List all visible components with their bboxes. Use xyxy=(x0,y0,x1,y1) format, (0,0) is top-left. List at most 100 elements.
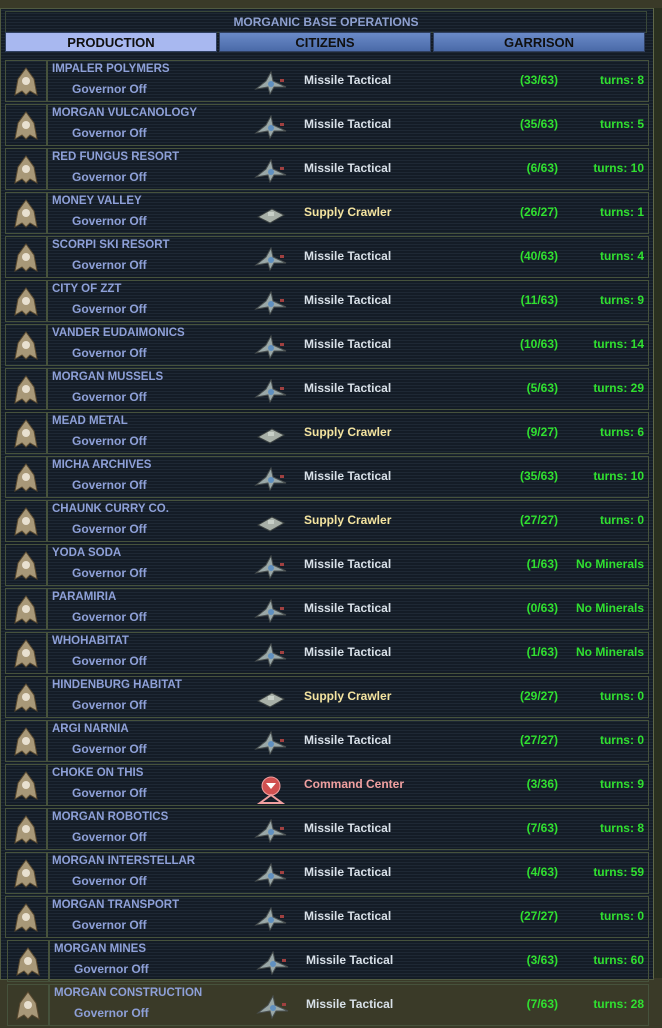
crawler-unit-icon[interactable] xyxy=(254,687,288,716)
tab-garrison[interactable]: GARRISON xyxy=(433,32,645,52)
base-icon[interactable] xyxy=(6,61,48,101)
production-item[interactable]: Missile Tactical xyxy=(304,469,392,483)
missile-unit-icon[interactable] xyxy=(254,246,288,276)
missile-unit-icon[interactable] xyxy=(254,378,288,408)
governor-status[interactable]: Governor Off xyxy=(72,698,147,712)
crawler-unit-icon[interactable] xyxy=(254,203,288,232)
base-name[interactable]: CHOKE ON THIS xyxy=(52,767,144,779)
governor-status[interactable]: Governor Off xyxy=(72,830,147,844)
tab-production[interactable]: PRODUCTION xyxy=(5,32,217,52)
governor-status[interactable]: Governor Off xyxy=(72,654,147,668)
base-icon[interactable] xyxy=(6,721,48,761)
governor-status[interactable]: Governor Off xyxy=(72,478,147,492)
governor-status[interactable]: Governor Off xyxy=(72,258,147,272)
base-row[interactable]: MORGAN MINES Governor Off Missile Tactic… xyxy=(7,940,649,982)
base-row[interactable]: PARAMIRIA Governor Off Missile Tactical … xyxy=(5,588,649,630)
base-row[interactable]: CHAUNK CURRY CO. Governor Off Supply Cra… xyxy=(5,500,649,542)
governor-status[interactable]: Governor Off xyxy=(72,346,147,360)
missile-unit-icon[interactable] xyxy=(254,290,288,320)
governor-status[interactable]: Governor Off xyxy=(72,610,147,624)
production-item[interactable]: Missile Tactical xyxy=(304,337,392,351)
base-icon[interactable] xyxy=(6,149,48,189)
base-row[interactable]: CITY OF ZZT Governor Off Missile Tactica… xyxy=(5,280,649,322)
base-name[interactable]: SCORPI SKI RESORT xyxy=(52,239,170,251)
base-name[interactable]: MONEY VALLEY xyxy=(52,195,142,207)
base-name[interactable]: VANDER EUDAIMONICS xyxy=(52,327,185,339)
base-icon[interactable] xyxy=(6,809,48,849)
base-name[interactable]: PARAMIRIA xyxy=(52,591,117,603)
governor-status[interactable]: Governor Off xyxy=(72,126,147,140)
governor-status[interactable]: Governor Off xyxy=(72,434,147,448)
base-name[interactable]: YODA SODA xyxy=(52,547,122,559)
base-row[interactable]: MEAD METAL Governor Off Supply Crawler (… xyxy=(5,412,649,454)
base-name[interactable]: MICHA ARCHIVES xyxy=(52,459,152,471)
missile-unit-icon[interactable] xyxy=(254,818,288,848)
base-icon[interactable] xyxy=(6,853,48,893)
base-name[interactable]: RED FUNGUS RESORT xyxy=(52,151,180,163)
production-item[interactable]: Missile Tactical xyxy=(304,293,392,307)
governor-status[interactable]: Governor Off xyxy=(74,962,149,976)
production-item[interactable]: Missile Tactical xyxy=(304,557,392,571)
production-item[interactable]: Missile Tactical xyxy=(304,381,392,395)
base-row[interactable]: WHOHABITAT Governor Off Missile Tactical… xyxy=(5,632,649,674)
base-row[interactable]: SCORPI SKI RESORT Governor Off Missile T… xyxy=(5,236,649,278)
production-item[interactable]: Supply Crawler xyxy=(304,513,392,527)
base-icon[interactable] xyxy=(6,765,48,805)
governor-status[interactable]: Governor Off xyxy=(72,170,147,184)
base-row[interactable]: MORGAN MUSSELS Governor Off Missile Tact… xyxy=(5,368,649,410)
production-item[interactable]: Missile Tactical xyxy=(304,73,392,87)
base-row[interactable]: HINDENBURG HABITAT Governor Off Supply C… xyxy=(5,676,649,718)
missile-unit-icon[interactable] xyxy=(254,334,288,364)
scrollbar[interactable] xyxy=(653,8,662,978)
missile-unit-icon[interactable] xyxy=(254,730,288,760)
production-item[interactable]: Missile Tactical xyxy=(306,997,394,1011)
base-icon[interactable] xyxy=(6,677,48,717)
base-row[interactable]: IMPALER POLYMERS Governor Off Missile Ta… xyxy=(5,60,649,102)
crawler-unit-icon[interactable] xyxy=(254,423,288,452)
base-row[interactable]: CHOKE ON THIS Governor Off Command Cente… xyxy=(5,764,649,806)
base-icon[interactable] xyxy=(6,589,48,629)
governor-status[interactable]: Governor Off xyxy=(72,82,147,96)
base-icon[interactable] xyxy=(6,105,48,145)
production-item[interactable]: Missile Tactical xyxy=(304,733,392,747)
base-name[interactable]: CITY OF ZZT xyxy=(52,283,122,295)
base-row[interactable]: MORGAN VULCANOLOGY Governor Off Missile … xyxy=(5,104,649,146)
production-item[interactable]: Supply Crawler xyxy=(304,689,392,703)
base-row[interactable]: RED FUNGUS RESORT Governor Off Missile T… xyxy=(5,148,649,190)
missile-unit-icon[interactable] xyxy=(254,554,288,584)
base-row[interactable]: YODA SODA Governor Off Missile Tactical … xyxy=(5,544,649,586)
production-item[interactable]: Supply Crawler xyxy=(304,205,392,219)
production-item[interactable]: Missile Tactical xyxy=(304,821,392,835)
missile-unit-icon[interactable] xyxy=(254,642,288,672)
governor-status[interactable]: Governor Off xyxy=(72,918,147,932)
production-item[interactable]: Missile Tactical xyxy=(306,953,394,967)
base-row[interactable]: ARGI NARNIA Governor Off Missile Tactica… xyxy=(5,720,649,762)
base-icon[interactable] xyxy=(8,941,50,981)
governor-status[interactable]: Governor Off xyxy=(72,874,147,888)
base-icon[interactable] xyxy=(6,281,48,321)
missile-unit-icon[interactable] xyxy=(254,598,288,628)
governor-status[interactable]: Governor Off xyxy=(72,522,147,536)
production-item[interactable]: Missile Tactical xyxy=(304,909,392,923)
governor-status[interactable]: Governor Off xyxy=(72,214,147,228)
governor-status[interactable]: Governor Off xyxy=(72,742,147,756)
base-row[interactable]: MORGAN ROBOTICS Governor Off Missile Tac… xyxy=(5,808,649,850)
base-row[interactable]: MORGAN CONSTRUCTION Governor Off Missile… xyxy=(7,984,649,1026)
missile-unit-icon[interactable] xyxy=(254,862,288,892)
production-item[interactable]: Missile Tactical xyxy=(304,601,392,615)
base-icon[interactable] xyxy=(6,633,48,673)
missile-unit-icon[interactable] xyxy=(254,466,288,496)
production-item[interactable]: Missile Tactical xyxy=(304,161,392,175)
missile-unit-icon[interactable] xyxy=(254,114,288,144)
governor-status[interactable]: Governor Off xyxy=(74,1006,149,1020)
base-icon[interactable] xyxy=(6,897,48,937)
base-row[interactable]: MONEY VALLEY Governor Off Supply Crawler… xyxy=(5,192,649,234)
base-icon[interactable] xyxy=(6,369,48,409)
base-name[interactable]: MORGAN ROBOTICS xyxy=(52,811,169,823)
base-icon[interactable] xyxy=(8,985,50,1025)
base-icon[interactable] xyxy=(6,325,48,365)
base-icon[interactable] xyxy=(6,501,48,541)
production-item[interactable]: Missile Tactical xyxy=(304,865,392,879)
base-row[interactable]: VANDER EUDAIMONICS Governor Off Missile … xyxy=(5,324,649,366)
base-name[interactable]: WHOHABITAT xyxy=(52,635,129,647)
